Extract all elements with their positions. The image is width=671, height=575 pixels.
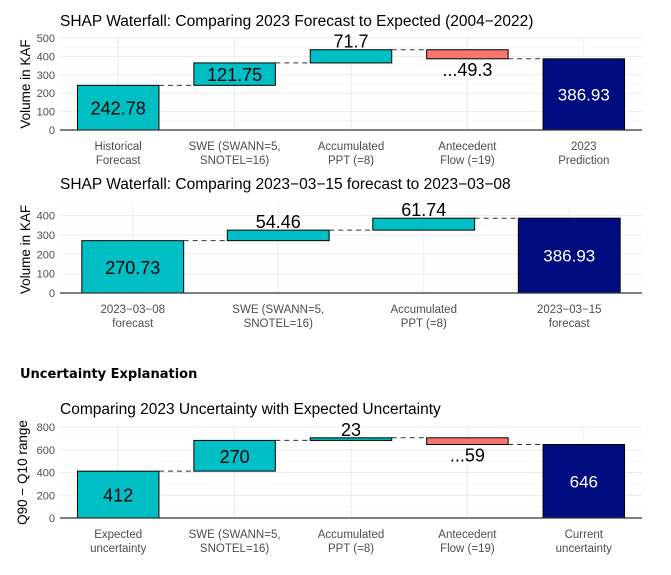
- x-tick-label: Expected uncertainty: [90, 529, 147, 555]
- x-tick-label: 2023 Prediction: [558, 141, 609, 167]
- x-tick-label-line: PPT (=8): [401, 318, 447, 330]
- bar-increase: [309, 437, 393, 441]
- x-tick-label: 2023−03−15 forecast: [537, 304, 602, 330]
- y-tick-label: 300: [37, 230, 55, 242]
- y-tick-label: 100: [37, 269, 55, 281]
- bar-value-label: 386.93: [543, 247, 595, 266]
- y-tick-label: 500: [37, 33, 55, 45]
- x-tick-label-line: Accumulated: [391, 304, 457, 316]
- x-tick-label-line: SNOTEL=16): [200, 543, 270, 555]
- x-tick-label-line: Forecast: [96, 155, 142, 167]
- y-axis-label: Volume in KAF: [18, 205, 33, 294]
- x-tick-label: SWE (SWANN=5, SNOTEL=16): [232, 304, 324, 330]
- bar-value-label: 270.73: [105, 258, 160, 278]
- y-tick-label: 800: [37, 422, 55, 434]
- bar-value-label: 270: [220, 447, 250, 467]
- bar-value-label: 61.74: [401, 200, 446, 220]
- x-tick-label: Antecedent Flow (=19): [438, 529, 497, 555]
- x-tick-label-line: Antecedent: [438, 141, 497, 153]
- section-heading: Uncertainty Explanation: [20, 367, 197, 382]
- bar-increase: [193, 62, 276, 86]
- x-tick-label-line: uncertainty: [90, 543, 147, 555]
- x-tick-label-line: 2023−03−08: [100, 304, 165, 316]
- bar-total: [517, 217, 621, 294]
- bar-decrease: [426, 437, 509, 446]
- x-tick-label-line: SNOTEL=16): [244, 318, 314, 330]
- bar-value-label: ...49.3: [442, 60, 492, 80]
- bar-value-label: 386.93: [558, 85, 610, 104]
- x-tick-label-line: 2023: [571, 141, 597, 153]
- bar-value-label: 412: [103, 486, 133, 506]
- x-tick-label-line: PPT (=8): [328, 155, 374, 167]
- x-tick-label: Accumulated PPT (=8): [391, 304, 457, 330]
- chart-1: SHAP Waterfall: Comparing 2023 Forecast …: [18, 13, 642, 167]
- y-tick-label: 0: [49, 125, 55, 137]
- bar-increase: [226, 229, 330, 242]
- bar-base: [76, 84, 160, 131]
- x-tick-label-line: forecast: [549, 318, 591, 330]
- y-tick-label: 0: [49, 288, 55, 300]
- bar-value-label: 71.7: [333, 32, 368, 52]
- x-tick-label-line: SWE (SWANN=5,: [189, 141, 281, 153]
- chart-2: SHAP Waterfall: Comparing 2023−03−15 for…: [18, 176, 642, 330]
- y-tick-label: 300: [37, 70, 55, 82]
- y-axis-label: Q90 − Q10 range: [15, 420, 30, 525]
- bar-value-label: 242.78: [91, 99, 146, 119]
- x-tick-label-line: 2023−03−15: [537, 304, 602, 316]
- chart-title: Comparing 2023 Uncertainty with Expected…: [60, 401, 441, 418]
- x-tick-label: Current uncertainty: [556, 529, 613, 555]
- y-tick-label: 200: [37, 249, 55, 261]
- x-tick-label-line: Accumulated: [318, 529, 384, 541]
- y-tick-label: 100: [37, 107, 55, 119]
- bar-increase: [372, 217, 476, 231]
- bar-base: [81, 240, 185, 294]
- x-tick-label: SWE (SWANN=5, SNOTEL=16): [189, 141, 281, 167]
- bar-increase: [309, 49, 393, 64]
- x-tick-label-line: Accumulated: [318, 141, 384, 153]
- bar-value-label: 23: [341, 420, 361, 440]
- x-tick-label: 2023−03−08 forecast: [100, 304, 165, 330]
- x-tick-label: SWE (SWANN=5, SNOTEL=16): [189, 529, 281, 555]
- y-axis-label: Volume in KAF: [18, 39, 33, 128]
- bar-increase: [193, 439, 276, 472]
- y-tick-label: 400: [37, 211, 55, 223]
- x-tick-label-line: Prediction: [558, 155, 609, 167]
- x-tick-label: Accumulated PPT (=8): [318, 141, 384, 167]
- bar-value-label: 54.46: [256, 212, 301, 232]
- bar-total: [542, 58, 626, 131]
- x-tick-label-line: Flow (=19): [440, 543, 495, 555]
- y-tick-label: 400: [37, 51, 55, 63]
- y-tick-label: 600: [37, 445, 55, 457]
- y-tick-label: 200: [37, 490, 55, 502]
- x-tick-label: Antecedent Flow (=19): [438, 141, 497, 167]
- x-tick-label-line: SNOTEL=16): [200, 155, 270, 167]
- x-tick-label: Accumulated PPT (=8): [318, 529, 384, 555]
- chart-3: Comparing 2023 Uncertainty with Expected…: [15, 401, 642, 555]
- x-tick-label-line: Antecedent: [438, 529, 497, 541]
- x-tick-label-line: SWE (SWANN=5,: [189, 529, 281, 541]
- chart-title: SHAP Waterfall: Comparing 2023 Forecast …: [60, 13, 533, 30]
- x-tick-label-line: Current: [565, 529, 604, 541]
- x-tick-label-line: PPT (=8): [328, 543, 374, 555]
- x-tick-label-line: Flow (=19): [440, 155, 495, 167]
- y-tick-label: 400: [37, 468, 55, 480]
- bar-decrease: [426, 49, 509, 60]
- x-tick-label-line: SWE (SWANN=5,: [232, 304, 324, 316]
- bar-value-label: 121.75: [207, 65, 262, 85]
- y-tick-label: 0: [49, 513, 55, 525]
- bar-value-label: 646: [570, 472, 598, 491]
- x-tick-label-line: Historical: [95, 141, 142, 153]
- chart-title: SHAP Waterfall: Comparing 2023−03−15 for…: [60, 176, 511, 193]
- x-tick-label-line: Expected: [94, 529, 142, 541]
- bar-base: [76, 470, 160, 519]
- bar-value-label: ...59: [450, 446, 485, 466]
- x-tick-label-line: uncertainty: [556, 543, 613, 555]
- y-tick-label: 200: [37, 88, 55, 100]
- x-tick-label-line: forecast: [112, 318, 154, 330]
- x-tick-label: Historical Forecast: [95, 141, 142, 167]
